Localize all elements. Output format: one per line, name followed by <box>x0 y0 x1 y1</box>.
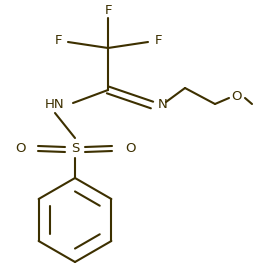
Text: F: F <box>54 33 62 47</box>
Text: F: F <box>104 5 112 17</box>
Text: S: S <box>71 141 79 154</box>
Text: O: O <box>15 141 25 154</box>
Text: O: O <box>125 141 135 154</box>
Text: O: O <box>232 89 242 103</box>
Text: HN: HN <box>45 98 65 112</box>
Text: F: F <box>154 33 162 47</box>
Text: N: N <box>158 98 168 112</box>
